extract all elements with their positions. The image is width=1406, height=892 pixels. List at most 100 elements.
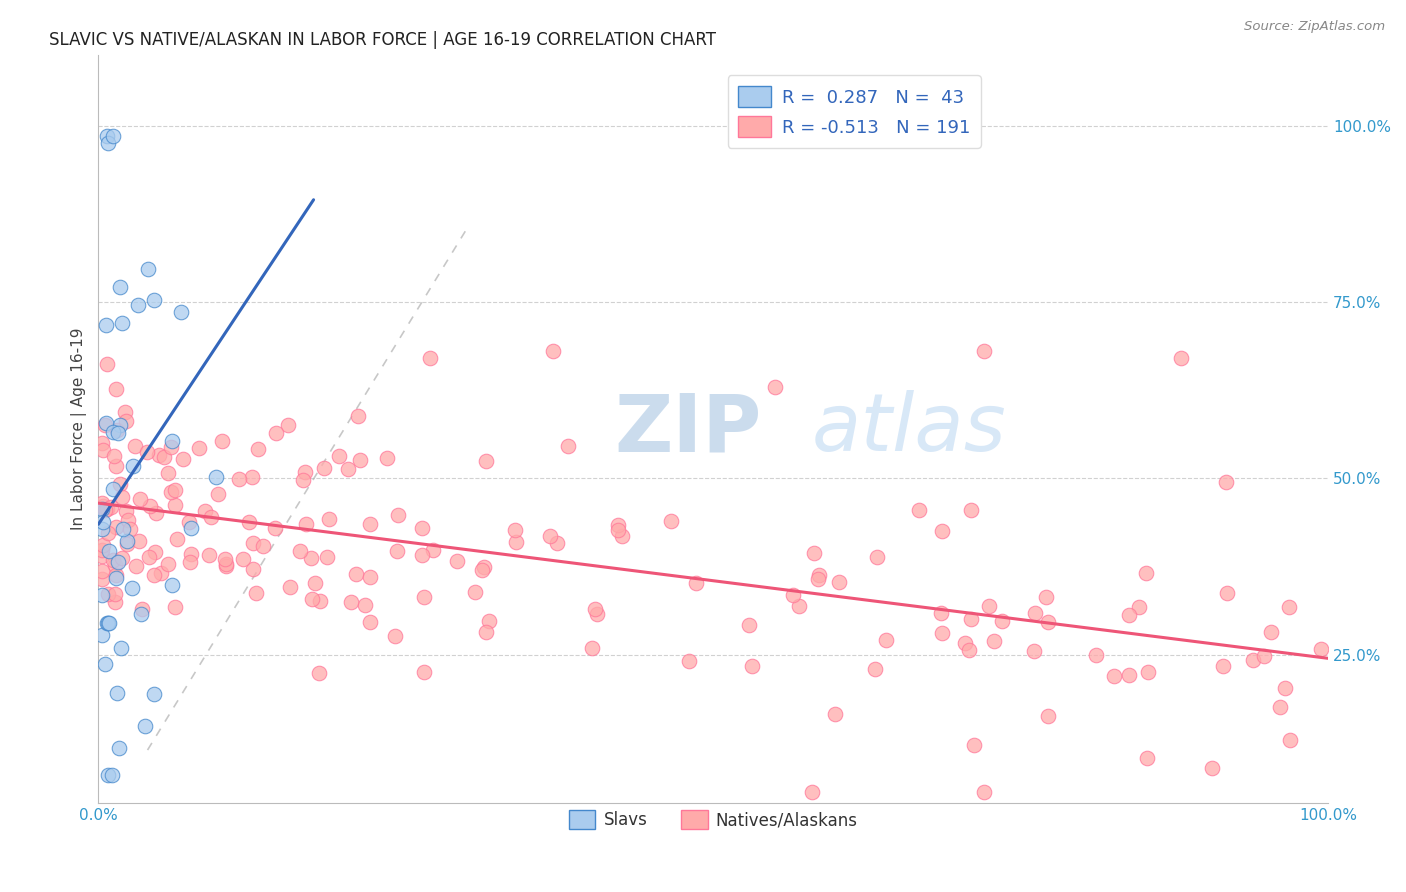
Point <box>503 523 526 537</box>
Point <box>94 502 117 516</box>
Point <box>1170 351 1192 366</box>
Point <box>160 440 183 454</box>
Point <box>1278 732 1301 747</box>
Point <box>1274 681 1296 695</box>
Point <box>93 417 115 432</box>
Point <box>607 518 630 533</box>
Point <box>124 439 146 453</box>
Point <box>278 580 301 594</box>
Point <box>150 566 173 580</box>
Point <box>800 785 823 799</box>
Point <box>145 544 167 558</box>
Point <box>200 509 222 524</box>
Point <box>1310 642 1333 657</box>
Point <box>104 520 127 534</box>
Point <box>1024 607 1046 621</box>
Point <box>111 490 134 504</box>
Point <box>328 449 350 463</box>
Point <box>97 525 120 540</box>
Point <box>1102 668 1125 682</box>
Point <box>973 344 995 359</box>
Point <box>111 522 134 536</box>
Point <box>115 537 138 551</box>
Point <box>91 572 114 586</box>
Point <box>197 549 219 563</box>
Point <box>96 318 118 333</box>
Point <box>1084 648 1107 662</box>
Point <box>101 768 124 782</box>
Point <box>741 658 763 673</box>
Point <box>308 666 330 681</box>
Point <box>180 521 202 535</box>
Point <box>240 469 263 483</box>
Point <box>478 614 501 628</box>
Point <box>960 612 983 626</box>
Point <box>1118 608 1140 623</box>
Point <box>1136 665 1159 679</box>
Point <box>232 552 254 566</box>
Point <box>115 413 138 427</box>
Point <box>1216 585 1239 599</box>
Point <box>91 442 114 457</box>
Point <box>866 549 889 564</box>
Point <box>1241 653 1264 667</box>
Point <box>108 418 131 433</box>
Point <box>91 565 114 579</box>
Point <box>162 434 184 449</box>
Point <box>179 515 201 529</box>
Point <box>228 472 250 486</box>
Point <box>125 558 148 573</box>
Point <box>97 768 120 782</box>
Point <box>807 568 830 582</box>
Point <box>160 578 183 592</box>
Point <box>166 532 188 546</box>
Point <box>247 442 270 456</box>
Point <box>169 304 191 318</box>
Point <box>101 425 124 439</box>
Point <box>242 535 264 549</box>
Point <box>91 628 114 642</box>
Point <box>474 625 496 640</box>
Point <box>108 477 131 491</box>
Point <box>807 572 830 586</box>
Point <box>1135 751 1157 765</box>
Point <box>252 540 274 554</box>
Point <box>139 500 162 514</box>
Point <box>583 601 606 615</box>
Point <box>238 515 260 529</box>
Point <box>105 571 128 585</box>
Point <box>359 569 381 583</box>
Point <box>242 562 264 576</box>
Point <box>277 417 299 432</box>
Point <box>1268 699 1291 714</box>
Point <box>908 503 931 517</box>
Point <box>557 439 579 453</box>
Point <box>543 344 565 359</box>
Point <box>214 558 236 573</box>
Point <box>960 503 983 517</box>
Point <box>337 462 360 476</box>
Point <box>136 444 159 458</box>
Point <box>963 738 986 752</box>
Point <box>172 451 194 466</box>
Point <box>581 641 603 656</box>
Point <box>1201 761 1223 775</box>
Point <box>546 535 568 549</box>
Point <box>1036 709 1059 723</box>
Point <box>264 521 287 535</box>
Point <box>991 614 1014 628</box>
Point <box>1135 566 1157 580</box>
Point <box>96 501 118 516</box>
Point <box>91 588 114 602</box>
Point <box>929 606 952 620</box>
Point <box>301 592 323 607</box>
Point <box>108 280 131 294</box>
Point <box>143 293 166 307</box>
Point <box>179 555 201 569</box>
Point <box>359 517 381 532</box>
Point <box>875 632 897 647</box>
Point <box>299 550 322 565</box>
Point <box>91 499 114 513</box>
Point <box>105 686 128 700</box>
Point <box>659 514 682 528</box>
